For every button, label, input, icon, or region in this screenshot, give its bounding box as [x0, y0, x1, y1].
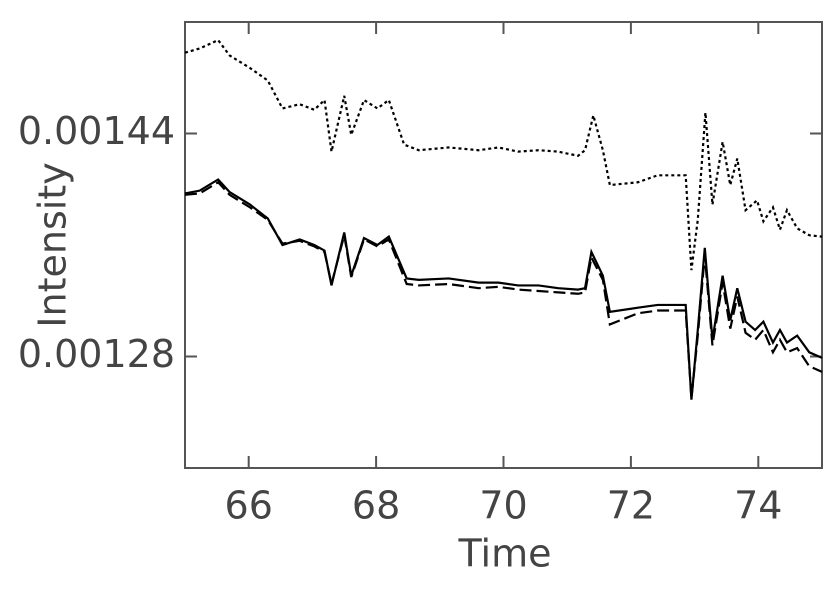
line-series — [184, 180, 823, 399]
line-series — [184, 178, 823, 400]
x-tick-label: 68 — [352, 484, 400, 528]
y-axis-label: Intensity — [31, 162, 75, 327]
x-tick-label: 66 — [225, 484, 273, 528]
y-tick-label: 0.00144 — [18, 109, 175, 153]
line-series — [184, 38, 823, 271]
x-tick-label: 70 — [479, 484, 527, 528]
plot-frame — [184, 21, 823, 469]
x-axis-label: Time — [458, 532, 552, 576]
x-tick-label: 72 — [607, 484, 655, 528]
y-tick-label: 0.00128 — [18, 332, 175, 376]
x-tick-label: 74 — [734, 484, 782, 528]
